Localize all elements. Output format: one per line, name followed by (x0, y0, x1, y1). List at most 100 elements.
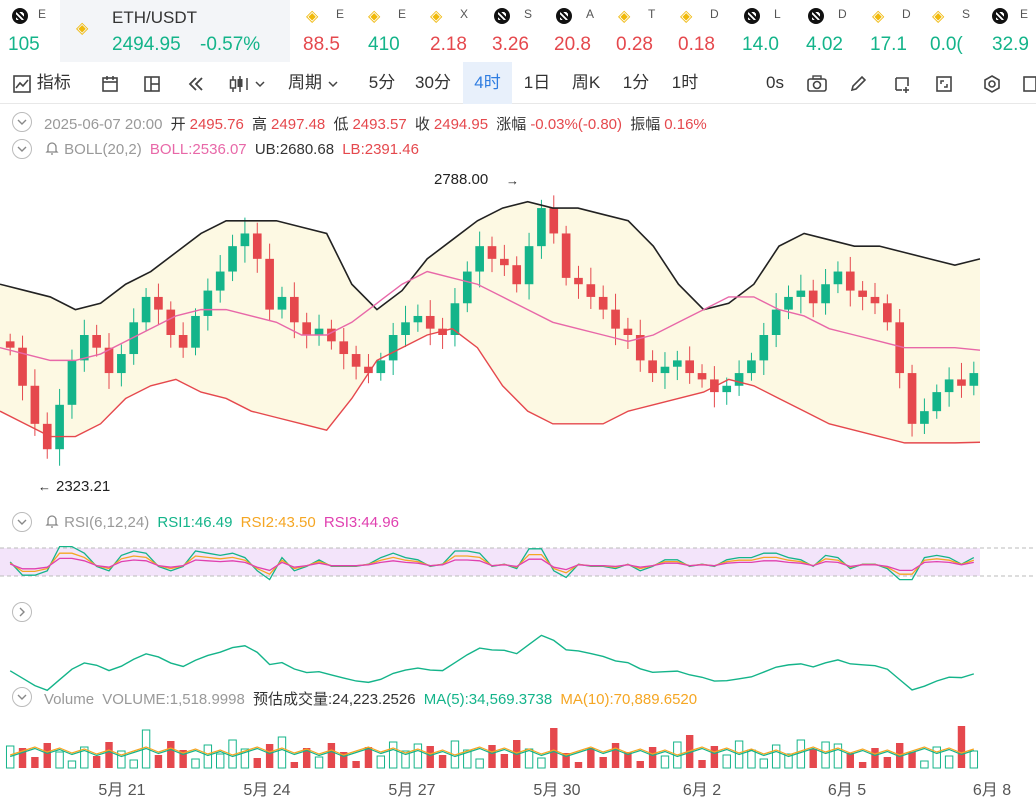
calendar-button[interactable] (100, 62, 120, 104)
volume-bar (215, 753, 225, 769)
settings-button[interactable] (982, 62, 1002, 104)
collapse-toggle[interactable] (12, 112, 32, 132)
screenshot-button[interactable] (806, 62, 828, 104)
candle-body (710, 379, 719, 393)
layout-button[interactable] (142, 62, 162, 104)
volume-bar (673, 741, 682, 769)
candle-body (759, 335, 769, 361)
candle-body (537, 208, 546, 247)
more-button[interactable] (1022, 62, 1036, 104)
period-label: 周期 (288, 73, 322, 92)
ticker-name: E (398, 7, 407, 21)
candle-body (833, 271, 843, 285)
ticker-item[interactable]: D 4.02 (802, 0, 852, 62)
rsi-band (0, 548, 980, 576)
interval-1m[interactable]: 1分 (622, 73, 650, 92)
fullscreen-button[interactable] (934, 62, 954, 104)
chevron-down-icon (17, 146, 27, 152)
candle-body (574, 277, 583, 285)
chevron-down-icon (17, 519, 27, 525)
ticker-item[interactable]: D 17.1 (866, 0, 916, 62)
add-indicator-button[interactable] (892, 62, 912, 104)
ticker-item[interactable]: E 32.9 (988, 0, 1036, 62)
ticker-item[interactable]: L 14.0 (738, 0, 788, 62)
interval-5m[interactable]: 5分 (368, 73, 396, 92)
boll-toggle[interactable] (12, 139, 32, 159)
okx-icon (556, 8, 572, 24)
candle-body (549, 208, 559, 234)
low-label: 低 (333, 116, 349, 133)
candle-body (92, 335, 101, 348)
volume-bar (710, 746, 719, 768)
volume-bar (524, 748, 534, 769)
interval-1d[interactable]: 1日 (523, 73, 551, 92)
candle-body (425, 315, 435, 329)
candle-body (475, 246, 484, 272)
ticker-price: 2.18 (430, 34, 467, 55)
period-dropdown[interactable]: 周期 (288, 62, 339, 104)
bnb-icon (430, 6, 446, 26)
boll-mid-line (0, 270, 981, 362)
candle-body (611, 309, 620, 329)
volume-bar (154, 755, 163, 768)
ticker-item[interactable]: D 0.18 (674, 0, 724, 62)
draw-button[interactable] (848, 62, 868, 104)
volume-toggle[interactable] (12, 687, 32, 707)
ticker-item[interactable]: S 3.26 (488, 0, 538, 62)
ticker-name: T (648, 7, 656, 21)
ticker-price: 2494.95 (112, 34, 181, 55)
interval-1h[interactable]: 1时 (671, 73, 699, 92)
interval-4h[interactable]: 4时 (463, 62, 512, 104)
chart-line-icon (13, 74, 31, 93)
volume-ma10-line (9, 746, 975, 756)
volume-bar (413, 743, 423, 769)
chart-more-icon (1023, 75, 1036, 92)
ticker-price: 105 (8, 34, 40, 55)
ticker-item-eth[interactable]: ETH/USDT 2494.95 -0.57% (60, 0, 290, 62)
ticker-price: 0.28 (616, 34, 653, 55)
candle-body (672, 360, 682, 367)
ticker-item[interactable]: E 88.5 (300, 0, 350, 62)
ticker-name: ETH/USDT (112, 8, 197, 27)
volume-bar (388, 741, 398, 769)
candle-body (104, 347, 114, 374)
volume-bar (167, 741, 175, 768)
expand-toggle[interactable] (12, 602, 32, 622)
add-chart-icon (895, 76, 909, 93)
indicators-button[interactable]: 指标 (12, 62, 71, 104)
candle-body (364, 366, 373, 374)
volume-bar (43, 743, 51, 768)
ticker-item[interactable]: S 0.0( (926, 0, 976, 62)
rsi1-value: RSI1:46.49 (157, 514, 233, 531)
candle-body (376, 360, 386, 374)
candle-body (18, 347, 27, 386)
ticker-name: L (774, 7, 781, 21)
ticker-item[interactable]: X 2.18 (424, 0, 474, 62)
replay-button[interactable] (186, 62, 206, 104)
ticker-change: -0.57% (200, 34, 261, 55)
volume-bar (537, 757, 546, 769)
ticker-name: D (902, 7, 911, 21)
candle-body (870, 296, 880, 304)
ticker-price: 410 (368, 34, 400, 55)
candle-body (957, 379, 966, 386)
ticker-item[interactable]: E 410 (362, 0, 412, 62)
candle-body (215, 271, 225, 291)
candle-body (722, 385, 732, 393)
rsi-toggle[interactable] (12, 512, 32, 532)
ticker-item[interactable]: A 20.8 (550, 0, 600, 62)
volume-bar (426, 746, 434, 768)
interval-1w[interactable]: 周K (571, 73, 601, 92)
volume-bar (587, 748, 595, 768)
candle-body (228, 246, 237, 272)
interval-30m[interactable]: 30分 (415, 73, 451, 92)
candle-body (67, 360, 77, 405)
boll-info: BOLL(20,2) BOLL:2536.07 UB:2680.68 LB:23… (44, 140, 423, 158)
chart-type-button[interactable] (228, 62, 265, 104)
ticker-item[interactable]: T 0.28 (612, 0, 662, 62)
high-value: 2497.48 (271, 116, 326, 133)
candle-body (302, 322, 312, 335)
volume-bar (141, 729, 151, 769)
candle-body (969, 373, 979, 386)
ticker-item[interactable]: E 105 (0, 0, 56, 62)
